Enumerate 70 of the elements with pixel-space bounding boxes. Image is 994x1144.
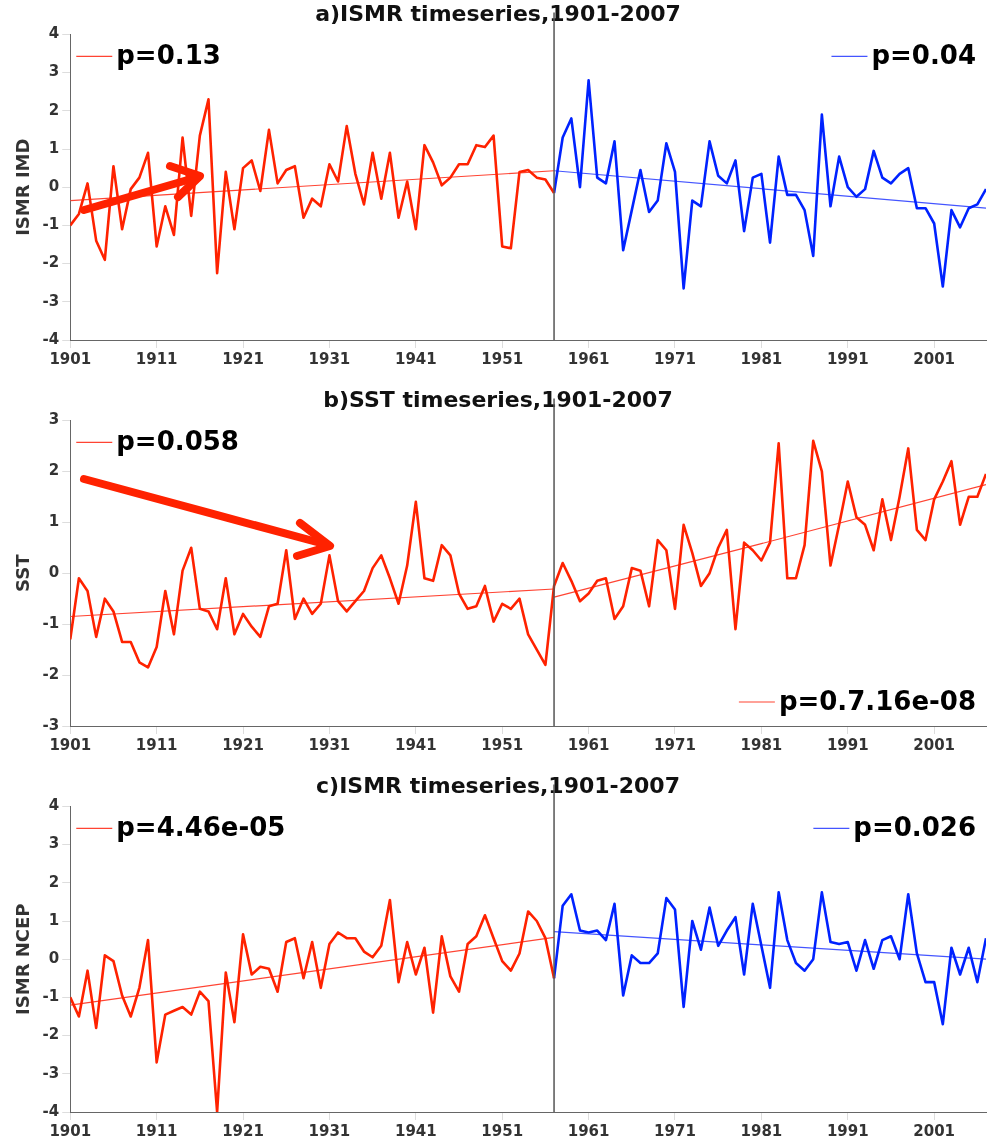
x-tick-label: 1941 [394,349,437,368]
x-tick-label: 1931 [308,735,351,754]
y-tick-label: 0 [48,177,60,196]
y-tick-label: -3 [42,291,60,310]
y-tick-label: 3 [48,834,60,853]
x-tick-label: 1941 [394,735,437,754]
x-tick-label: 1981 [740,349,783,368]
x-tick-label: 1991 [826,735,869,754]
legend-label: p=0.7.16e-08 [778,685,976,716]
y-tick-label: 4 [48,796,60,815]
y-tick-label: -3 [42,1063,60,1082]
x-tick-label: 1961 [567,349,610,368]
y-tick-label: -3 [42,715,60,734]
y-tick-label: -2 [42,1025,60,1044]
x-tick-label: 1901 [49,735,92,754]
x-tick-label: 1941 [394,1121,437,1140]
x-tick-label: 1971 [654,349,696,368]
y-tick-label: -1 [42,987,60,1006]
x-tick-label: 1981 [740,735,783,754]
x-tick-label: 1991 [826,1121,869,1140]
x-tick-label: 1981 [740,1121,783,1140]
x-tick-label: 1901 [49,349,92,368]
x-tick-label: 1961 [567,1121,610,1140]
y-tick-label: 1 [48,512,60,531]
legend-label: p=0.026 [853,812,976,843]
y-tick-label: -1 [42,614,60,633]
y-tick-label: -1 [42,215,60,234]
x-tick-label: 1951 [481,735,524,754]
x-tick-label: 1921 [222,349,264,368]
y-tick-label: -2 [42,253,60,272]
y-tick-label: 2 [48,461,60,480]
x-tick-label: 1951 [481,349,524,368]
legend-label: p=0.13 [116,40,221,71]
y-axis-title: SST [12,553,34,592]
y-axis-title: ISMR IMD [12,138,34,236]
x-tick-label: 1931 [308,349,351,368]
y-tick-label: -2 [42,664,60,683]
x-tick-label: 1971 [654,735,696,754]
x-tick-label: 1991 [826,349,869,368]
y-tick-label: -4 [42,329,60,348]
x-tick-label: 1911 [135,735,178,754]
x-tick-label: 1961 [567,735,610,754]
x-tick-label: 1911 [135,349,178,368]
x-tick-label: 2001 [913,1121,956,1140]
x-tick-label: 1931 [308,1121,351,1140]
y-tick-label: 2 [48,872,60,891]
x-tick-label: 1971 [654,1121,696,1140]
y-tick-label: -4 [42,1101,60,1120]
x-tick-label: 2001 [913,349,956,368]
x-tick-label: 2001 [913,735,956,754]
y-tick-label: 2 [48,100,60,119]
x-tick-label: 1911 [135,1121,178,1140]
y-tick-label: 1 [48,910,60,929]
y-tick-label: 3 [48,62,60,81]
chart-title: b)SST timeseries,1901-2007 [323,386,673,412]
y-tick-label: 0 [48,949,60,968]
y-tick-label: 4 [48,24,60,43]
y-axis-title: ISMR NCEP [12,903,34,1015]
legend-label: p=4.46e-05 [116,812,286,843]
chart-title: c)ISMR timeseries,1901-2007 [316,772,680,798]
chart-title: a)ISMR timeseries,1901-2007 [315,0,681,26]
x-tick-label: 1901 [49,1121,92,1140]
legend-label: p=0.04 [871,40,976,71]
y-tick-label: 1 [48,138,60,157]
x-tick-label: 1951 [481,1121,524,1140]
legend-label: p=0.058 [116,426,239,457]
y-tick-label: 0 [48,563,60,582]
y-tick-label: 3 [48,410,60,429]
x-tick-label: 1921 [222,1121,264,1140]
x-tick-label: 1921 [222,735,264,754]
